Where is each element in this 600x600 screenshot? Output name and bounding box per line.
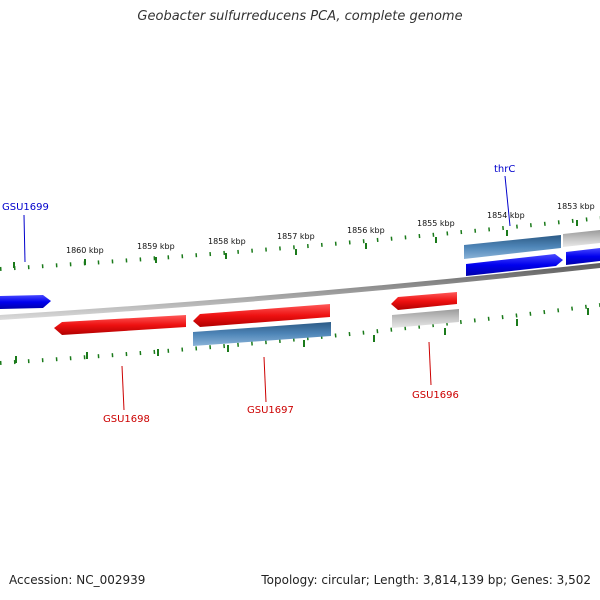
gene-arrow-gsu1699[interactable] [0,295,51,309]
gene-label-gsu1697[interactable]: GSU1697 [247,405,294,416]
accession-text: Accession: NC_002939 [9,573,146,587]
ruler-label-1854: 1854 kbp [487,211,525,220]
connector-thrc [504,175,511,227]
inner-ruler-major-ticks [15,308,589,363]
feature-block-gsu1696[interactable] [392,309,459,328]
inner-ruler [0,303,600,365]
connector-gsu1696 [428,341,432,386]
ruler-label-1858: 1858 kbp [208,237,246,246]
connector-gsu1699 [23,214,26,263]
connector-gsu1698 [121,365,125,411]
genome-title: Geobacter sulfurreducens PCA, complete g… [137,9,463,24]
ruler-labels: 1860 kbp 1859 kbp 1858 kbp 1857 kbp 1856… [66,202,595,255]
gene-label-gsu1696[interactable]: GSU1696 [412,390,459,401]
ruler-label-1856: 1856 kbp [347,226,385,235]
ruler-label-1860: 1860 kbp [66,246,104,255]
gene-labels: GSU1699 thrC GSU1698 GSU1697 GSU1696 [2,164,515,425]
cds-block-gsu1697[interactable] [193,322,331,346]
ruler-label-1853: 1853 kbp [557,202,595,211]
ruler-label-1859: 1859 kbp [137,242,175,251]
feature-block-next[interactable] [563,230,600,247]
ruler-label-1855: 1855 kbp [417,219,455,228]
reverse-features [54,292,459,346]
connector-gsu1697 [263,356,267,403]
gene-arrow-gsu1697[interactable] [193,304,330,327]
gene-label-thrc[interactable]: thrC [494,164,515,175]
gene-label-gsu1698[interactable]: GSU1698 [103,414,150,425]
gene-arrow-next[interactable] [566,248,600,265]
cds-block-thrc[interactable] [464,235,561,259]
gene-label-gsu1699[interactable]: GSU1699 [2,202,49,213]
ruler-label-1857: 1857 kbp [277,232,315,241]
outer-ruler-major-ticks [13,220,578,268]
gene-arrow-gsu1696[interactable] [391,292,457,310]
genome-backbone [0,263,600,320]
outer-ruler [0,216,600,271]
gene-arrow-gsu1698[interactable] [54,315,186,335]
inner-ruler-ticks [0,303,600,365]
gene-arrow-thrc[interactable] [466,254,563,276]
label-connectors [23,175,511,411]
genome-summary-text: Topology: circular; Length: 3,814,139 bp… [261,573,591,587]
forward-features [0,230,600,309]
